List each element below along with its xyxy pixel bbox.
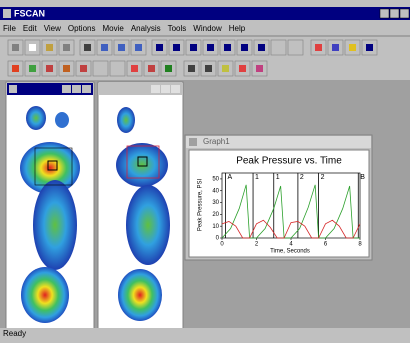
marker-label: 1 [255,174,259,181]
button-icon [165,65,172,72]
button-icon [29,65,36,72]
button-icon [275,44,282,51]
button-icon [173,44,180,51]
button-icon [12,65,19,72]
button-icon [292,44,299,51]
y-tick-label: 10 [212,224,219,230]
toolbar [8,40,377,55]
menu-item[interactable]: File [3,24,16,33]
foot-window [6,82,94,329]
button-icon [366,44,373,51]
button-icon [156,44,163,51]
app-title: FSCAN [14,8,45,18]
button-icon [101,44,108,51]
button-icon [118,44,125,51]
chart-title: Peak Pressure vs. Time [236,156,342,167]
button-icon [222,65,229,72]
menu-item[interactable]: Help [229,24,246,33]
button-icon [97,65,104,72]
button-icon [63,44,70,51]
marker-label: B [360,174,365,181]
button-icon [207,44,214,51]
button-icon [131,65,138,72]
button-icon [46,65,53,72]
menu-bar: File Edit View Options Movie Analysis Tools Win… [3,24,246,33]
status-bar [0,328,410,338]
button-icon [258,44,265,51]
marker-label: 1 [276,174,280,181]
button-icon [315,44,322,51]
menu-item[interactable]: Analysis [131,24,161,33]
y-tick-label: 30 [212,200,219,206]
y-tick-label: 50 [212,176,219,182]
button-icon [135,44,142,51]
button-icon [239,65,246,72]
menu-item[interactable]: Edit [23,24,38,33]
button-icon [29,44,36,51]
button-icon [332,44,339,51]
menu-item[interactable]: View [44,24,61,33]
button-icon [114,65,121,72]
menu-item[interactable]: Tools [168,24,187,33]
y-axis-label: Peak Pressure, PSI [198,178,204,231]
button-icon [188,65,195,72]
button-icon [349,44,356,51]
marker-label: 2 [300,174,304,181]
window-controls[interactable] [380,9,409,18]
button-icon [148,65,155,72]
button-icon [205,65,212,72]
button-icon [80,65,87,72]
toolbar [8,61,267,76]
page: {"app": {"title": "FSCAN", "menu": ["Fil… [0,0,410,338]
graph-window [185,135,372,260]
title-bar [0,7,410,20]
button-icon [12,44,19,51]
status-text: Ready [3,329,26,338]
app-icon [3,9,11,18]
x-axis-label: Time, Seconds [270,249,310,255]
button-icon [241,44,248,51]
menu-item[interactable]: Movie [102,24,124,33]
button-icon [84,44,91,51]
button-icon [46,44,53,51]
button-icon [256,65,263,72]
menu-item[interactable]: Window [193,24,222,33]
button-icon [63,65,70,72]
button-icon [224,44,231,51]
y-tick-label: 20 [212,212,219,218]
marker-label: 2 [321,174,325,181]
y-tick-label: 40 [212,188,219,194]
button-icon [190,44,197,51]
marker-label: A [227,174,232,181]
menu-item[interactable]: Options [68,24,96,33]
foot-window [98,82,183,329]
screen: FSCAN File Edit View Options Movie Analysis To… [0,0,410,338]
graph-window-title: Graph1 [203,137,230,146]
